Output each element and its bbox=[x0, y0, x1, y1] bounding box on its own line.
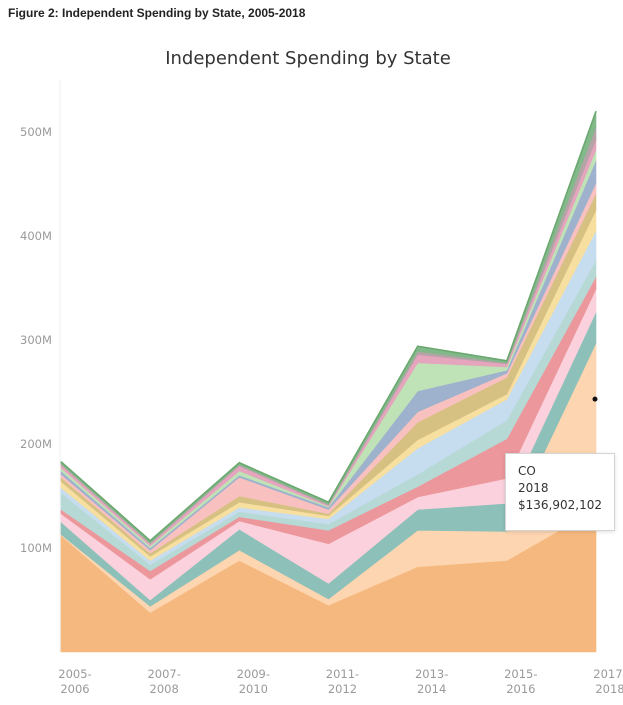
tooltip-year: 2018 bbox=[518, 481, 549, 495]
y-tick-label: 400M bbox=[20, 229, 52, 243]
hover-point bbox=[592, 396, 598, 402]
x-tick-label: 2015-2016 bbox=[504, 667, 537, 696]
x-tick-label: 2009-2010 bbox=[237, 667, 270, 696]
total-outline bbox=[60, 110, 597, 542]
figure-label: Figure 2: Independent Spending by State,… bbox=[8, 6, 306, 20]
tooltip-state: CO bbox=[518, 464, 536, 478]
y-tick-label: 100M bbox=[20, 541, 52, 555]
tooltip-amount: $136,902,102 bbox=[518, 498, 602, 512]
y-tick-label: 200M bbox=[20, 437, 52, 451]
x-tick-label: 2013-2014 bbox=[415, 667, 448, 696]
tooltip: CO 2018 $136,902,102 bbox=[505, 453, 615, 531]
x-axis: 2005-2006 2007-2008 2009-2010 2011-2012 2013… bbox=[58, 667, 623, 696]
y-axis: 100M 200M 300M 400M 500M bbox=[20, 125, 52, 555]
x-tick-label: 2017-2018 bbox=[593, 667, 623, 696]
x-tick-label: 2005-2006 bbox=[58, 667, 91, 696]
stacked-areas bbox=[60, 110, 597, 653]
x-tick-label: 2007-2008 bbox=[147, 667, 180, 696]
y-tick-label: 500M bbox=[20, 125, 52, 139]
y-tick-label: 300M bbox=[20, 333, 52, 347]
chart-title: Independent Spending by State bbox=[165, 48, 451, 69]
x-tick-label: 2011-2012 bbox=[326, 667, 359, 696]
